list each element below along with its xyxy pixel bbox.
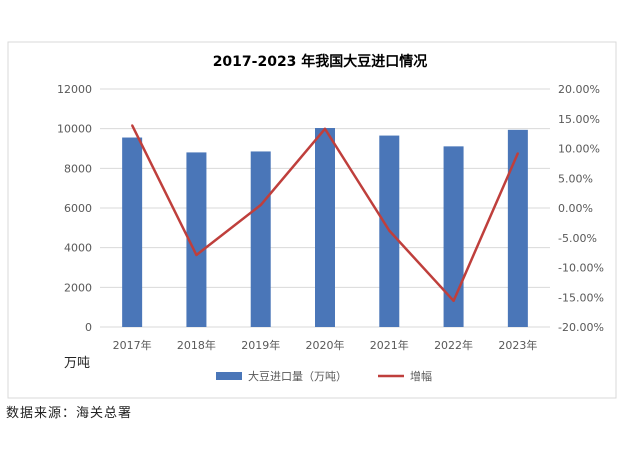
line-point — [388, 229, 391, 232]
right-axis-ticks: -20.00% -15.00% -10.00% -5.00% 0.00% 5.00% 10.… — [558, 83, 604, 334]
line-point — [452, 299, 455, 302]
line-point — [324, 127, 326, 130]
x-axis-tick-label: 2019年 — [241, 338, 280, 352]
bar — [250, 151, 271, 327]
bar — [507, 129, 528, 327]
line-point — [516, 152, 519, 155]
x-axis-tick-label: 2020年 — [306, 338, 345, 352]
bar — [443, 146, 464, 327]
chart: 2017-2023 年我国大豆进口情况 0 2000 4000 6000 8000 100… — [7, 41, 617, 399]
legend-label-bar: 大豆进口量（万吨） — [248, 369, 347, 383]
right-axis-tick-label: 10.00% — [558, 143, 600, 156]
legend: 大豆进口量（万吨） 增幅 — [216, 369, 432, 383]
left-axis-tick-label: 2000 — [64, 281, 92, 294]
bar — [315, 128, 335, 327]
chart-title: 2017-2023 年我国大豆进口情况 — [213, 53, 428, 70]
left-axis-tick-label: 10000 — [57, 123, 92, 136]
x-axis-ticks: 2017年 2018年 2019年 2020年 2021年 2022年 2023年 — [113, 338, 538, 352]
right-axis-tick-label: -15.00% — [558, 291, 604, 304]
source-note: 数据来源：海关总署 — [6, 406, 133, 421]
left-axis-tick-label: 4000 — [64, 242, 92, 255]
x-axis-tick-label: 2023年 — [498, 338, 537, 352]
left-axis-unit-label: 万吨 — [64, 356, 90, 371]
left-axis-ticks: 0 2000 4000 6000 8000 10000 12000 — [57, 83, 92, 334]
right-axis-tick-label: 15.00% — [558, 113, 600, 126]
line-point — [195, 254, 198, 257]
right-axis-tick-label: -5.00% — [558, 232, 597, 245]
bar — [122, 137, 143, 327]
line-point — [131, 124, 134, 127]
legend-label-line: 增幅 — [410, 369, 432, 383]
left-axis-tick-label: 0 — [85, 321, 92, 334]
legend-swatch-bar — [216, 372, 242, 380]
bar — [186, 152, 207, 327]
right-axis-tick-label: 0.00% — [558, 202, 593, 215]
x-axis-tick-label: 2022年 — [434, 338, 473, 352]
x-axis-tick-label: 2017年 — [113, 338, 152, 352]
x-axis-tick-label: 2021年 — [370, 338, 409, 352]
x-axis-tick-label: 2018年 — [177, 338, 216, 352]
right-axis-tick-label: 20.00% — [558, 83, 600, 96]
right-axis-tick-label: -20.00% — [558, 321, 604, 334]
right-axis-tick-label: -10.00% — [558, 262, 604, 275]
left-axis-tick-label: 6000 — [64, 202, 92, 215]
line-series — [131, 124, 520, 303]
right-axis-tick-label: 5.00% — [558, 172, 593, 185]
line-point — [259, 204, 262, 207]
left-axis-tick-label: 12000 — [57, 83, 92, 96]
left-axis-tick-label: 8000 — [64, 162, 92, 175]
